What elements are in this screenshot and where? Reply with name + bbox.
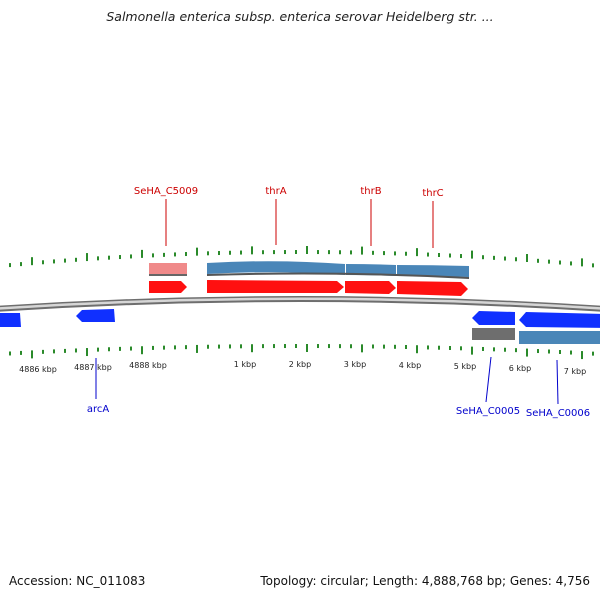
map-title: Salmonella enterica subsp. enterica sero… <box>106 9 494 24</box>
topology-summary: Topology: circular; Length: 4,888,768 bp… <box>260 574 590 588</box>
forward-tick-marks <box>9 246 594 268</box>
scale-label-1kbp: 1 kbp <box>234 360 256 369</box>
seha-c0005-gray-bar[interactable] <box>472 328 515 340</box>
arca-arrow[interactable] <box>76 309 115 322</box>
arca-label[interactable]: arcA <box>87 404 110 415</box>
scale-label-6kbp: 6 kbp <box>509 364 531 373</box>
reverse-gene-labels: arcA SeHA_C0005 SeHA_C0006 <box>87 356 590 419</box>
backbone-inner <box>0 297 600 310</box>
seha-c0005-arrow[interactable] <box>472 311 515 325</box>
forward-strand-features <box>149 261 469 296</box>
scale-label-2kbp: 2 kbp <box>289 360 311 369</box>
thrb-cds-bar[interactable] <box>346 264 396 276</box>
thra-cds-bar[interactable] <box>207 261 345 275</box>
thrb-arrow[interactable] <box>345 281 396 294</box>
scale-label-4887kbp: 4887 kbp <box>74 363 112 372</box>
seha-c0006-arrow[interactable] <box>519 312 600 328</box>
scale-label-4886kbp: 4886 kbp <box>19 365 57 374</box>
thrc-cds-bar[interactable] <box>397 265 469 277</box>
thrc-arrow[interactable] <box>397 281 468 296</box>
left-edge-gene-arrow[interactable] <box>0 313 21 327</box>
forward-cds-baseline <box>207 272 469 279</box>
seha-c5009-arrow[interactable] <box>149 281 187 293</box>
seha-c5009-pseudo-line <box>149 274 187 276</box>
thra-label[interactable]: thrA <box>265 186 286 197</box>
thrb-label[interactable]: thrB <box>360 186 381 197</box>
reverse-strand-features <box>0 309 600 344</box>
thra-arrow[interactable] <box>207 280 344 293</box>
scale-label-4kbp: 4 kbp <box>399 361 421 370</box>
backbone <box>0 296 600 312</box>
scale-label-3kbp: 3 kbp <box>344 360 366 369</box>
scale-label-4888kbp: 4888 kbp <box>129 361 167 370</box>
seha-c0006-leader <box>556 359 559 405</box>
seha-c5009-label[interactable]: SeHA_C5009 <box>134 186 198 197</box>
scale-label-5kbp: 5 kbp <box>454 362 476 371</box>
forward-gene-labels: SeHA_C5009 thrA thrB thrC <box>134 186 444 248</box>
thrc-label[interactable]: thrC <box>422 188 443 199</box>
reverse-tick-marks <box>9 344 594 360</box>
seha-c0005-label[interactable]: SeHA_C0005 <box>456 406 520 417</box>
seha-c0006-cds-bar[interactable] <box>519 331 600 344</box>
scale-labels: 4886 kbp 4887 kbp 4888 kbp 1 kbp 2 kbp 3… <box>19 360 586 376</box>
scale-label-7kbp: 7 kbp <box>564 367 586 376</box>
accession-text: Accession: NC_011083 <box>9 574 146 588</box>
seha-c0006-label[interactable]: SeHA_C0006 <box>526 408 590 419</box>
seha-c0005-leader <box>485 356 492 403</box>
seha-c5009-pseudo-bar[interactable] <box>149 263 187 274</box>
